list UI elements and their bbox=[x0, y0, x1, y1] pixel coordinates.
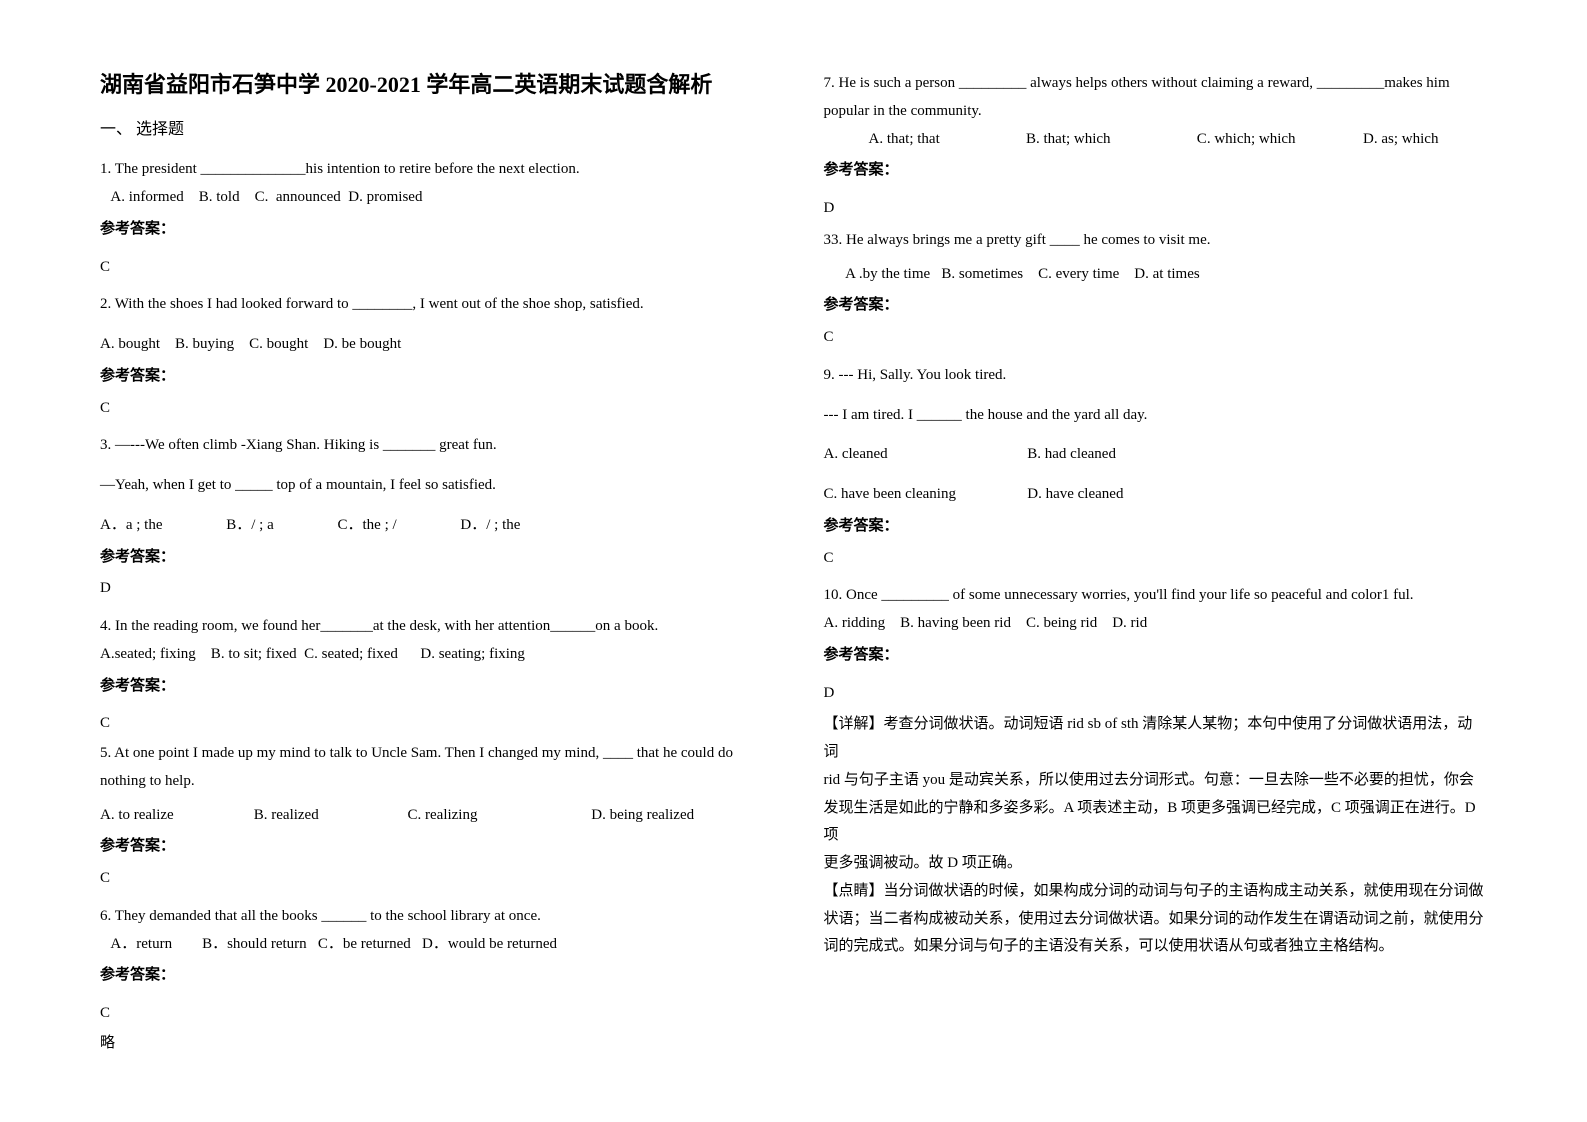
q9-text2: --- I am tired. I ______ the house and t… bbox=[824, 402, 1488, 430]
q3-options: A．a ; the B．/ ; a C．the ; / D．/ ; the bbox=[100, 512, 764, 540]
q7-text: 7. He is such a person _________ always … bbox=[824, 70, 1488, 126]
q1-answer: C bbox=[100, 254, 764, 282]
q7-options: A. that; that B. that; which C. which; w… bbox=[824, 126, 1488, 154]
question-4: 4. In the reading room, we found her____… bbox=[100, 613, 764, 669]
q9-text1: 9. --- Hi, Sally. You look tired. bbox=[824, 362, 1488, 390]
q5-optD: D. being realized bbox=[591, 802, 694, 830]
question-5: 5. At one point I made up my mind to tal… bbox=[100, 740, 764, 829]
q10-explain2: rid 与句子主语 you 是动宾关系，所以使用过去分词形式。句意：一旦去除一些… bbox=[824, 767, 1488, 795]
q10-explain1: 【详解】考查分词做状语。动词短语 rid sb of sth 清除某人某物；本句… bbox=[824, 711, 1488, 767]
q10-answer: D bbox=[824, 680, 1488, 708]
answer-label: 参考答案： bbox=[100, 962, 764, 990]
q10-explain5: 【点睛】当分词做状语的时候，如果构成分词的动词与句子的主语构成主动关系，就使用现… bbox=[824, 878, 1488, 906]
q8-answer: C bbox=[824, 324, 1488, 352]
q6-answer: C bbox=[100, 1000, 764, 1028]
q2-answer: C bbox=[100, 395, 764, 423]
answer-label: 参考答案： bbox=[824, 157, 1488, 185]
q8-text: 33. He always brings me a pretty gift __… bbox=[824, 227, 1488, 255]
question-1: 1. The president ______________his inten… bbox=[100, 156, 764, 212]
q8-options: A .by the time B. sometimes C. every tim… bbox=[824, 261, 1488, 289]
question-10: 10. Once _________ of some unnecessary w… bbox=[824, 582, 1488, 638]
question-6: 6. They demanded that all the books ____… bbox=[100, 903, 764, 959]
q9-options-row2: C. have been cleaning D. have cleaned bbox=[824, 481, 1488, 509]
q1-options: A. informed B. told C. announced D. prom… bbox=[100, 184, 764, 212]
answer-label: 参考答案： bbox=[100, 833, 764, 861]
q3-answer: D bbox=[100, 575, 764, 603]
q6-text: 6. They demanded that all the books ____… bbox=[100, 903, 764, 931]
answer-label: 参考答案： bbox=[100, 673, 764, 701]
q9-optD: D. have cleaned bbox=[1027, 481, 1123, 509]
q4-text: 4. In the reading room, we found her____… bbox=[100, 613, 764, 641]
q3-optB: B．/ ; a bbox=[226, 512, 274, 540]
section-heading: 一、 选择题 bbox=[100, 115, 764, 145]
q5-options: A. to realize B. realized C. realizing D… bbox=[100, 802, 764, 830]
q5-answer: C bbox=[100, 865, 764, 893]
answer-label: 参考答案： bbox=[100, 216, 764, 244]
q5-optB: B. realized bbox=[254, 802, 404, 830]
q3-text2: —Yeah, when I get to _____ top of a moun… bbox=[100, 472, 764, 500]
q4-options: A.seated; fixing B. to sit; fixed C. sea… bbox=[100, 641, 764, 669]
question-2: 2. With the shoes I had looked forward t… bbox=[100, 291, 764, 359]
q4-answer: C bbox=[100, 710, 764, 738]
question-3: 3. —---We often climb -Xiang Shan. Hikin… bbox=[100, 432, 764, 539]
question-7: 7. He is such a person _________ always … bbox=[824, 70, 1488, 153]
q3-optC: C．the ; / bbox=[337, 512, 396, 540]
q9-options-row1: A. cleaned B. had cleaned bbox=[824, 441, 1488, 469]
q10-text: 10. Once _________ of some unnecessary w… bbox=[824, 582, 1488, 610]
answer-label: 参考答案： bbox=[824, 513, 1488, 541]
q9-optB: B. had cleaned bbox=[1027, 441, 1116, 469]
q10-options: A. ridding B. having been rid C. being r… bbox=[824, 610, 1488, 638]
question-8: 33. He always brings me a pretty gift __… bbox=[824, 227, 1488, 289]
q5-optC: C. realizing bbox=[408, 802, 588, 830]
question-9: 9. --- Hi, Sally. You look tired. --- I … bbox=[824, 362, 1488, 509]
q5-optA: A. to realize bbox=[100, 802, 250, 830]
answer-label: 参考答案： bbox=[100, 363, 764, 391]
q5-text: 5. At one point I made up my mind to tal… bbox=[100, 740, 764, 796]
q6-options: A．return B．should return C．be returned D… bbox=[100, 931, 764, 959]
q9-optA: A. cleaned bbox=[824, 441, 1024, 469]
q9-answer: C bbox=[824, 545, 1488, 573]
q10-explain7: 词的完成式。如果分词与句子的主语没有关系，可以使用状语从句或者独立主格结构。 bbox=[824, 933, 1488, 961]
answer-label: 参考答案： bbox=[824, 642, 1488, 670]
q9-optC: C. have been cleaning bbox=[824, 481, 1024, 509]
q1-text: 1. The president ______________his inten… bbox=[100, 156, 764, 184]
q10-explain3: 发现生活是如此的宁静和多姿多彩。A 项表述主动，B 项更多强调已经完成，C 项强… bbox=[824, 795, 1488, 851]
answer-label: 参考答案： bbox=[100, 544, 764, 572]
q10-explain6: 状语；当二者构成被动关系，使用过去分词做状语。如果分词的动作发生在谓语动词之前，… bbox=[824, 906, 1488, 934]
q2-text: 2. With the shoes I had looked forward t… bbox=[100, 291, 764, 319]
q7-answer: D bbox=[824, 195, 1488, 223]
q3-optA: A．a ; the bbox=[100, 512, 162, 540]
document-title: 湖南省益阳市石笋中学 2020-2021 学年高二英语期末试题含解析 bbox=[100, 70, 764, 101]
q3-text1: 3. —---We often climb -Xiang Shan. Hikin… bbox=[100, 432, 764, 460]
q6-brief: 略 bbox=[100, 1030, 764, 1058]
q3-optD: D．/ ; the bbox=[460, 512, 520, 540]
q2-options: A. bought B. buying C. bought D. be boug… bbox=[100, 331, 764, 359]
q10-explain4: 更多强调被动。故 D 项正确。 bbox=[824, 850, 1488, 878]
answer-label: 参考答案： bbox=[824, 292, 1488, 320]
page-container: 湖南省益阳市石笋中学 2020-2021 学年高二英语期末试题含解析 一、 选择… bbox=[100, 70, 1487, 1082]
